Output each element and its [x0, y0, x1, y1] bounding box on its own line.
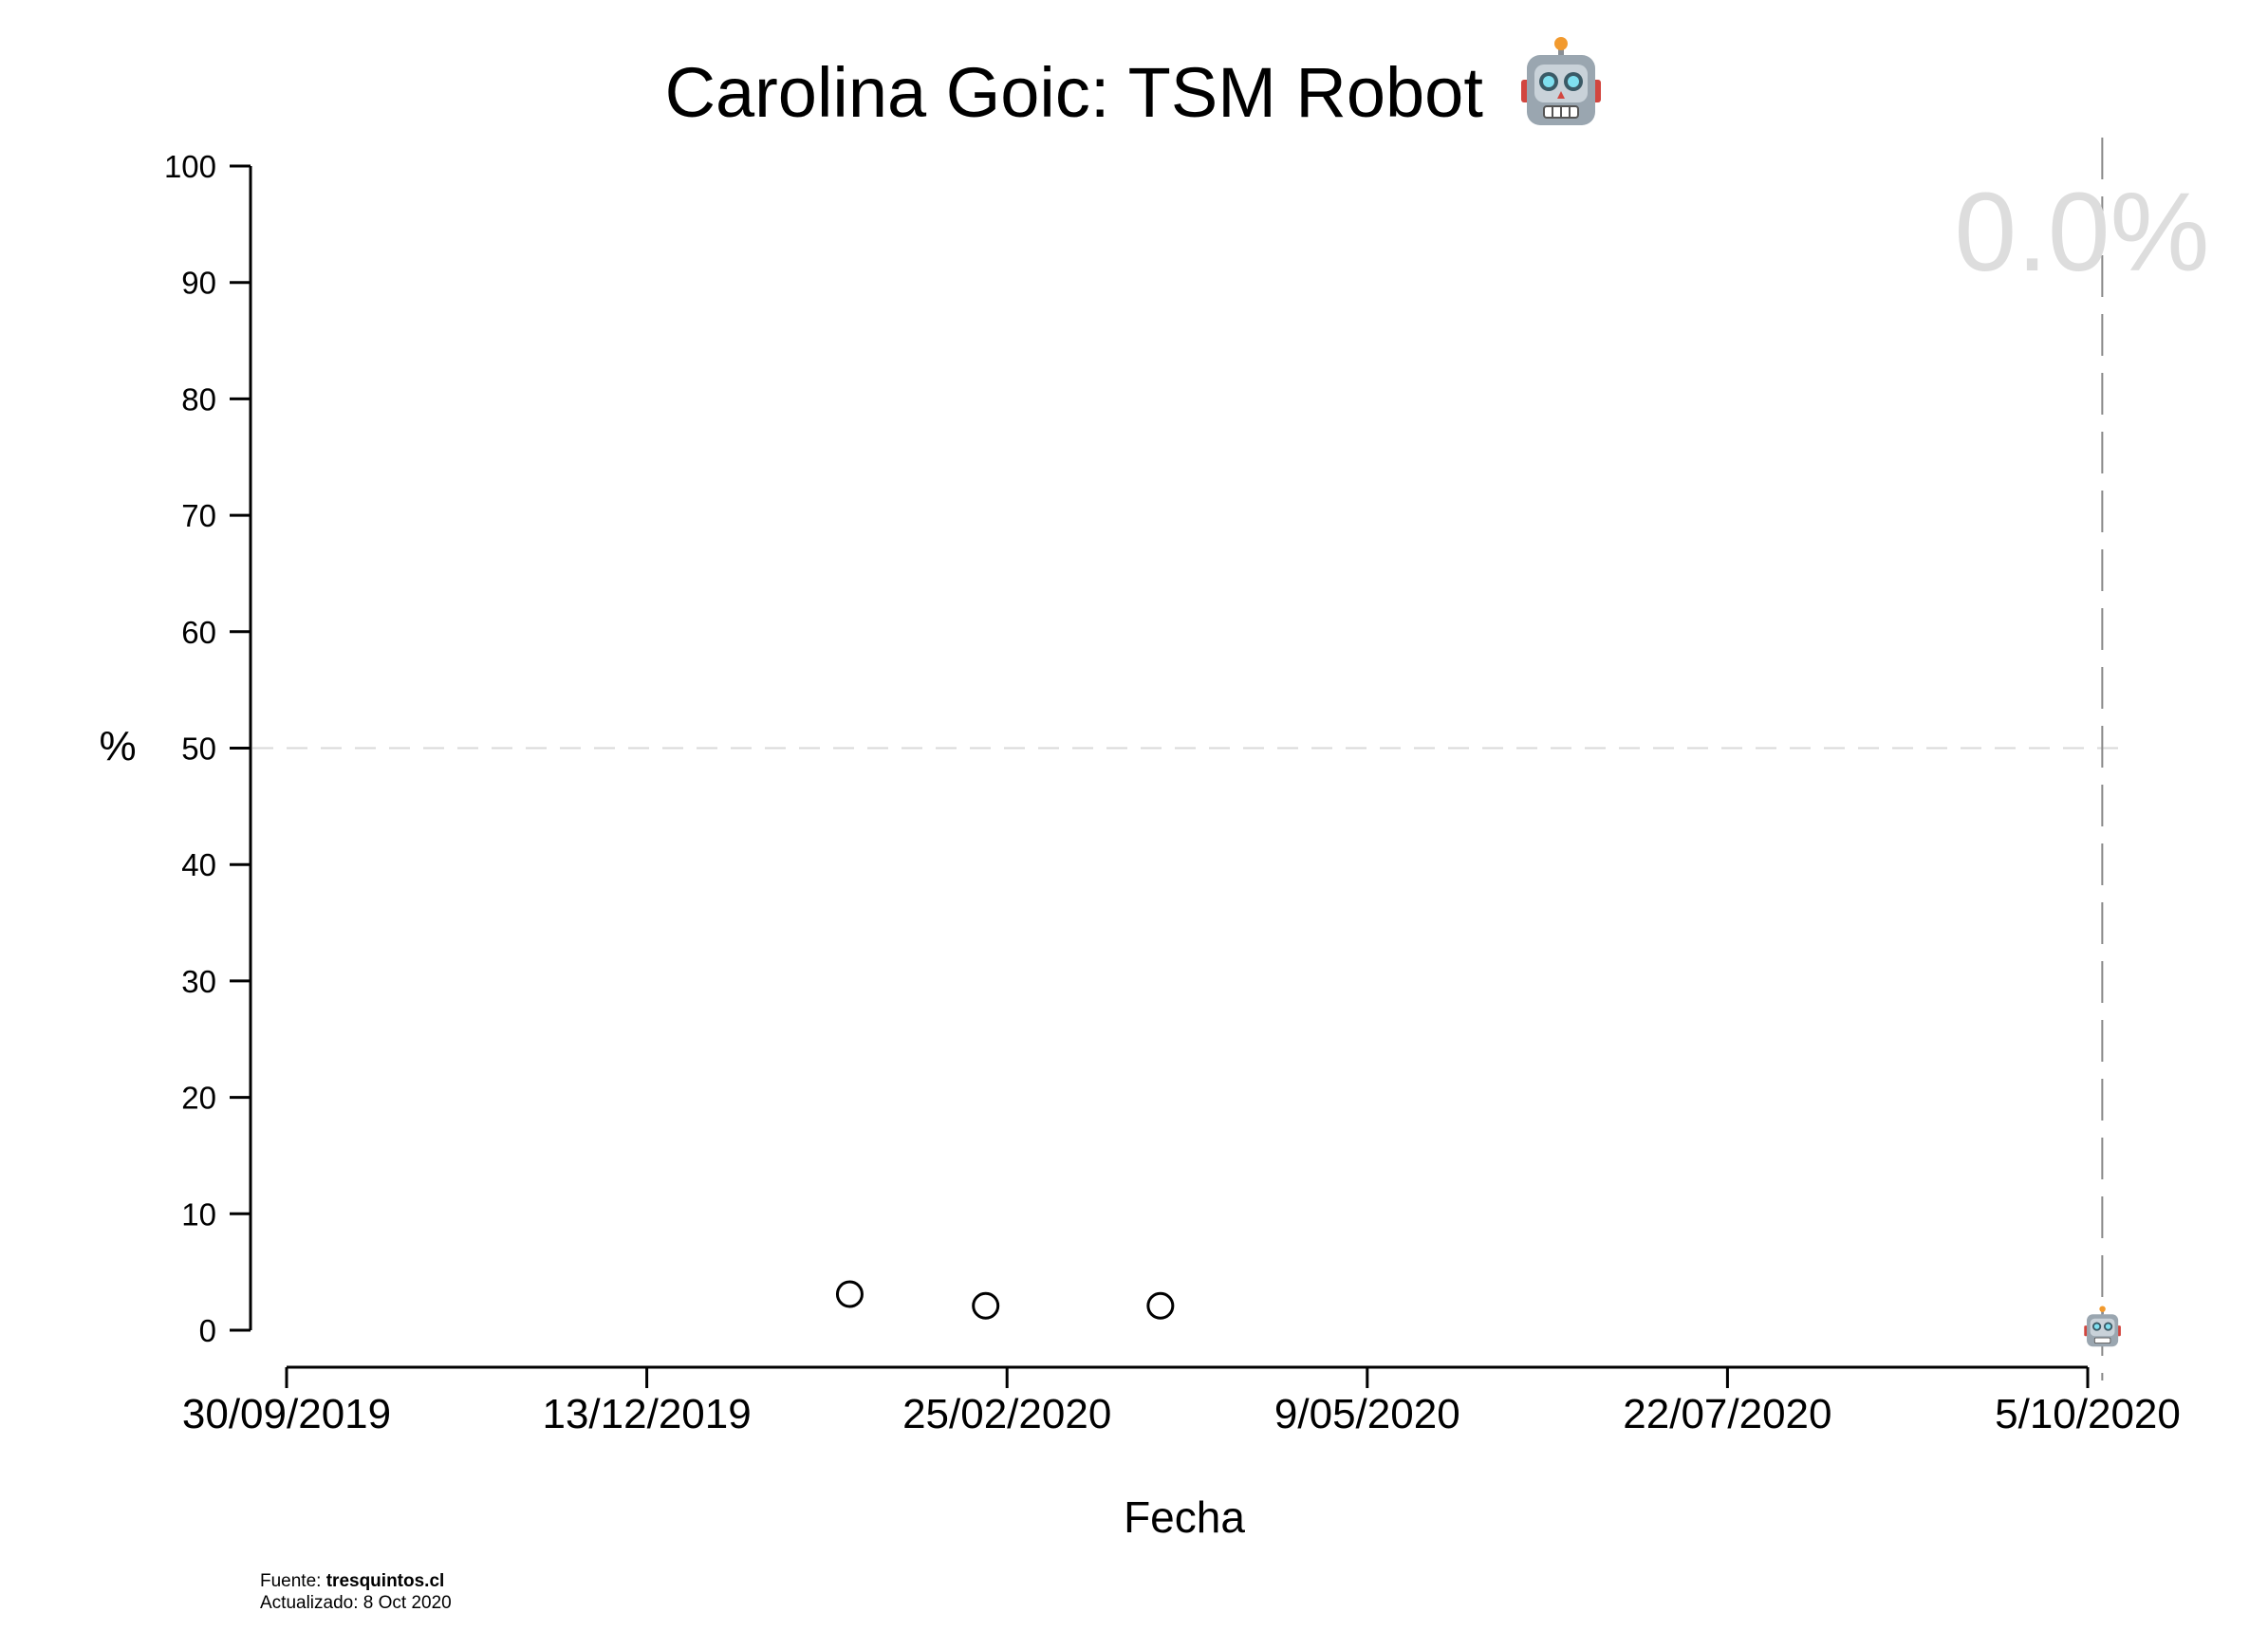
chart-footer: Fuente: tresquintos.cl Actualizado: 8 Oc… — [260, 1570, 452, 1614]
robot-icon — [2084, 1306, 2121, 1347]
y-tick-label: 40 — [181, 847, 216, 882]
y-tick-label: 60 — [181, 615, 216, 650]
x-tick-label: 5/10/2020 — [1995, 1391, 2181, 1437]
updated-date: Actualizado: 8 Oct 2020 — [260, 1593, 452, 1613]
chart-title-row: Carolina Goic: TSM Robot — [0, 36, 2268, 150]
x-tick-label: 22/07/2020 — [1623, 1391, 1831, 1437]
y-tick-label: 50 — [181, 732, 216, 767]
y-axis-label: % — [99, 723, 136, 769]
source-prefix: Fuente: — [260, 1571, 326, 1591]
x-tick-label: 30/09/2019 — [182, 1391, 391, 1437]
y-tick-label: 70 — [181, 498, 216, 533]
data-point — [1146, 1291, 1175, 1320]
y-tick-label: 20 — [181, 1081, 216, 1116]
data-point — [835, 1280, 864, 1308]
chart-title: Carolina Goic: TSM Robot — [664, 53, 1483, 132]
x-tick-label: 25/02/2020 — [902, 1391, 1111, 1437]
x-tick-label: 13/12/2019 — [542, 1391, 751, 1437]
y-tick-label: 10 — [181, 1196, 216, 1232]
x-axis-label: Fecha — [1124, 1492, 1245, 1542]
y-tick-label: 30 — [181, 964, 216, 999]
data-point — [972, 1291, 1000, 1320]
x-tick-label: 9/05/2020 — [1274, 1391, 1460, 1437]
y-tick-label: 0 — [199, 1313, 216, 1348]
current-value-label: 0.0% — [1955, 170, 2210, 295]
y-tick-label: 80 — [181, 381, 216, 417]
source-name: tresquintos.cl — [325, 1571, 445, 1591]
y-tick-label: 90 — [181, 266, 216, 301]
y-tick-label: 100 — [164, 149, 216, 184]
robot-icon — [1519, 36, 1603, 150]
